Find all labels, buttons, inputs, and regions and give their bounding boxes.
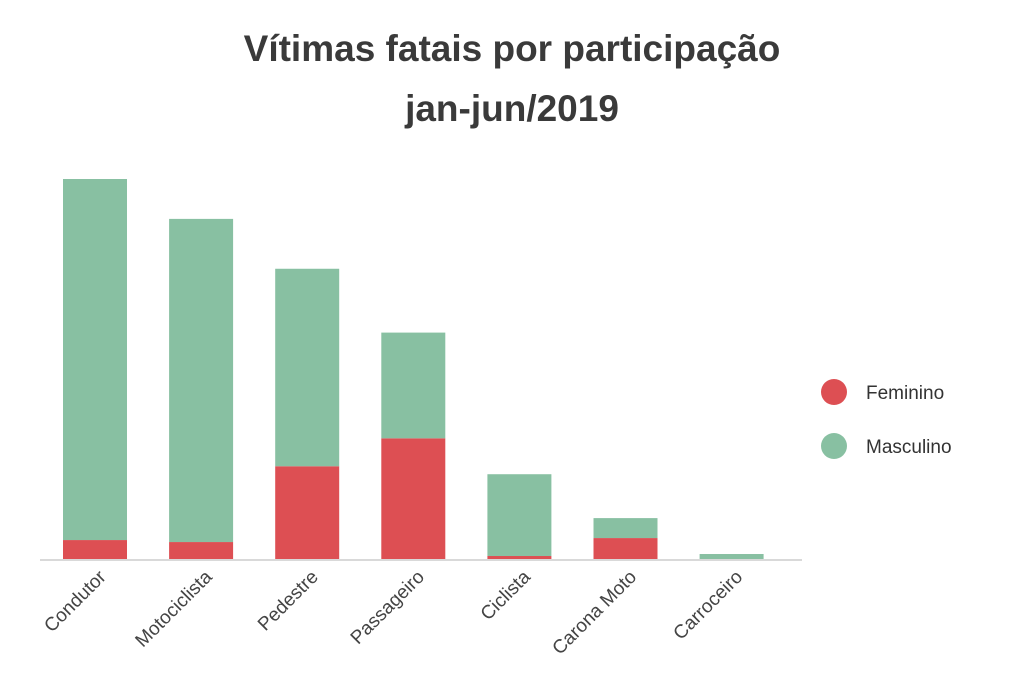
bar-feminino-condutor bbox=[63, 540, 127, 560]
chart-subtitle: jan-jun/2019 bbox=[405, 88, 619, 129]
legend-marker-masculino bbox=[821, 433, 847, 459]
bar-feminino-motociclista bbox=[169, 542, 234, 560]
legend-label-masculino: Masculino bbox=[866, 437, 952, 458]
bar-masculino-passageiro bbox=[381, 332, 446, 439]
legend: Feminino Masculino bbox=[821, 379, 952, 459]
x-tick-labels: Condutor Motociclista Pedestre Passageiro Ci… bbox=[40, 566, 747, 659]
x-tick-label: Motociclista bbox=[132, 566, 217, 651]
bar-masculino-carroceiro bbox=[699, 554, 764, 560]
bar-masculino-pedestre bbox=[275, 268, 340, 467]
x-tick-label: Pedestre bbox=[254, 567, 323, 636]
bar-feminino-carona-moto bbox=[593, 538, 658, 560]
x-tick-label: Passageiro bbox=[347, 567, 429, 649]
x-tick-label: Condutor bbox=[40, 566, 111, 637]
bar-feminino-passageiro bbox=[381, 438, 446, 560]
bar-masculino-ciclista bbox=[487, 474, 552, 557]
bar-masculino-motociclista bbox=[169, 218, 234, 543]
x-tick-label: Ciclista bbox=[477, 566, 535, 624]
x-tick-label: Carona Moto bbox=[549, 567, 642, 660]
legend-label-feminino: Feminino bbox=[866, 383, 944, 404]
bar-masculino-condutor bbox=[63, 179, 127, 541]
bar-feminino-pedestre bbox=[275, 466, 340, 560]
bar-masculino-carona-moto bbox=[593, 518, 658, 539]
chart-title: Vítimas fatais por participação bbox=[243, 28, 781, 69]
x-tick-label: Carroceiro bbox=[670, 567, 748, 645]
bars-group bbox=[63, 179, 764, 560]
bar-feminino-ciclista bbox=[487, 556, 552, 560]
legend-marker-feminino bbox=[821, 379, 847, 405]
